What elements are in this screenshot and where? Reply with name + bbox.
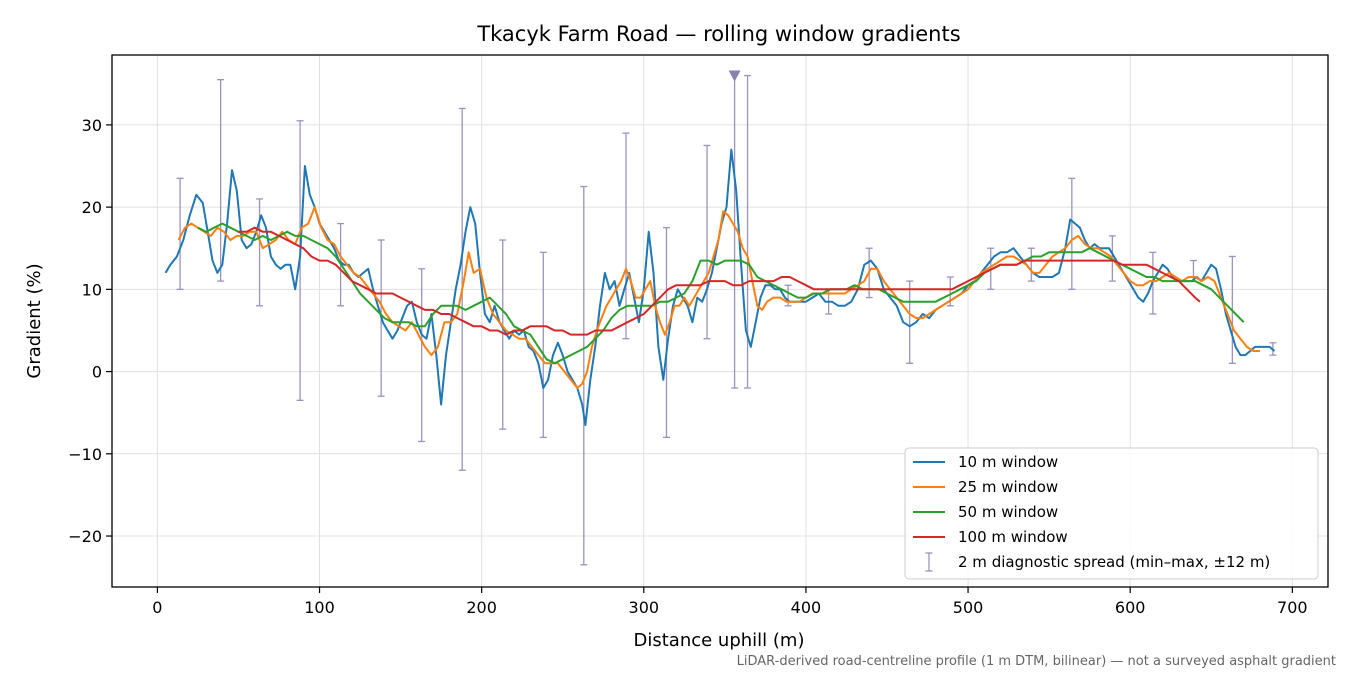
x-tick-label: 0 [152, 598, 162, 617]
legend-label: 50 m window [958, 503, 1058, 521]
x-tick-label: 200 [466, 598, 497, 617]
x-tick-label: 100 [304, 598, 335, 617]
diagnostic-bar [622, 132, 630, 340]
diagnostic-bar [784, 284, 792, 307]
diagnostic-bar [499, 239, 507, 430]
x-axis-label: Distance uphill (m) [634, 630, 805, 651]
y-tick-label: 10 [82, 280, 102, 299]
legend-label: 100 m window [958, 528, 1068, 546]
clipped-value-marker [728, 70, 741, 82]
x-tick-label: 600 [1115, 598, 1146, 617]
plot-area: 0 100 200 300 400 500 600 700 −20 −10 0 10 20 30 [68, 54, 1329, 617]
y-tick-label: 20 [82, 198, 102, 217]
legend-entry: 25 m window [913, 478, 1058, 496]
chart-title: Tkacyk Farm Road — rolling window gradie… [476, 22, 960, 46]
diagnostic-bar [906, 280, 914, 364]
y-tick-label: 0 [92, 363, 102, 382]
y-tick-label: −20 [68, 527, 102, 546]
diagnostic-bar [256, 198, 264, 307]
series-line-100-m-window [238, 226, 1201, 336]
legend-entry: 50 m window [913, 503, 1058, 521]
diagnostic-bar [1068, 177, 1076, 290]
legend-entry: 10 m window [913, 453, 1058, 471]
x-tick-label: 500 [953, 598, 984, 617]
series-line-50-m-window [197, 222, 1245, 365]
y-tick-label: 30 [82, 116, 102, 135]
legend-label: 25 m window [958, 478, 1058, 496]
axes-frame [111, 54, 1329, 588]
footnote: LiDAR-derived road-centreline profile (1… [737, 654, 1336, 669]
diagnostic-bar [176, 177, 184, 290]
legend-label: 10 m window [958, 453, 1058, 471]
diagnostic-bar [418, 268, 426, 443]
y-axis-label: Gradient (%) [24, 263, 45, 378]
legend-entry: 100 m window [913, 528, 1068, 546]
x-tick-label: 700 [1277, 598, 1308, 617]
legend-label: 2 m diagnostic spread (min–max, ±12 m) [958, 553, 1270, 571]
diagnostic-bar [1027, 247, 1035, 282]
legend-entry: 2 m diagnostic spread (min–max, ±12 m) [925, 552, 1270, 572]
y-tick-label: −10 [68, 445, 102, 464]
x-tick-label: 400 [791, 598, 822, 617]
diagnostic-bar [217, 79, 225, 282]
x-tick-label: 300 [629, 598, 660, 617]
diagnostic-bar [580, 185, 588, 566]
diagnostic-bar [539, 251, 547, 438]
series-line-10-m-window [164, 148, 1276, 426]
plot-series-group [164, 70, 1277, 566]
legend-box [904, 447, 1319, 580]
legend: 10 m window 25 m window 50 m window 100 m w… [904, 447, 1319, 580]
diagnostic-bar [703, 144, 711, 340]
